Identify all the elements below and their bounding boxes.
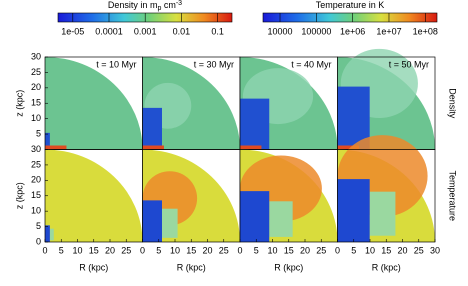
x-tick-label: 30: [430, 245, 440, 255]
x-tick-label: 25: [219, 245, 229, 255]
x-axis-label: R (kpc): [177, 262, 206, 272]
blob: [269, 201, 293, 237]
y-tick-label: 0: [36, 236, 41, 246]
y-tick-label: 5: [36, 221, 41, 231]
blob: [45, 225, 50, 242]
panel-image: [337, 48, 435, 150]
panel-image: [142, 149, 240, 242]
quarter-disc: [45, 57, 143, 150]
y-axis-label: z (kpc): [14, 182, 24, 209]
x-tick-label: 15: [284, 245, 294, 255]
y-tick-label: 30: [31, 51, 41, 61]
colorbar-tick-label: 1e+06: [340, 26, 365, 36]
x-tick-label: 15: [89, 245, 99, 255]
blob: [49, 228, 54, 241]
colorbar-title: Density in mp cm-3: [108, 0, 182, 12]
y-tick-label: 5: [36, 128, 41, 138]
x-axis-label: R (kpc): [372, 262, 401, 272]
x-axis-label: R (kpc): [79, 262, 108, 272]
colorbar-title: Temperature in K: [316, 0, 385, 10]
row-label: Density: [448, 88, 458, 119]
panel-image: [240, 57, 338, 150]
x-tick-label: 15: [186, 245, 196, 255]
colorbar-tick-label: 1e-05: [61, 26, 84, 36]
panel-image: [337, 135, 435, 242]
quarter-disc: [45, 149, 143, 242]
blob: [337, 179, 370, 242]
x-tick-label: 25: [316, 245, 326, 255]
x-tick-label: 5: [351, 245, 356, 255]
panel-image: [240, 149, 338, 242]
row-label: Temperature: [448, 170, 458, 221]
title-sub: p: [157, 5, 161, 12]
blob: [142, 107, 162, 150]
y-tick-label: 15: [31, 190, 41, 200]
x-tick-label: 20: [202, 245, 212, 255]
time-label: t = 10 Myr: [96, 59, 136, 69]
x-tick-label: 0: [237, 245, 242, 255]
panel-image: [142, 57, 240, 150]
y-tick-label: 10: [31, 113, 41, 123]
colorbar-tick-label: 0.1: [211, 26, 224, 36]
colorbar-tick-label: 10000: [268, 26, 293, 36]
panel-image: [45, 57, 143, 150]
y-tick-label: 15: [31, 98, 41, 108]
blob: [369, 191, 396, 236]
x-tick-label: 20: [397, 245, 407, 255]
y-axis-label: z (kpc): [14, 90, 24, 117]
x-axis-label: R (kpc): [274, 262, 303, 272]
title-text: cm: [161, 0, 176, 10]
y-tick-label: 20: [31, 175, 41, 185]
blob: [240, 98, 270, 150]
x-tick-label: 25: [121, 245, 131, 255]
x-tick-label: 0: [140, 245, 145, 255]
colorbar-tick-label: 0.001: [134, 26, 157, 36]
x-tick-label: 10: [170, 245, 180, 255]
disk: [45, 145, 67, 150]
disk: [240, 145, 262, 150]
x-tick-label: 5: [59, 245, 64, 255]
x-tick-label: 10: [267, 245, 277, 255]
y-tick-label: 25: [31, 67, 41, 77]
x-tick-label: 20: [105, 245, 115, 255]
disk: [337, 145, 359, 150]
x-tick-label: 10: [365, 245, 375, 255]
blob: [142, 200, 162, 242]
title-text: Temperature in K: [316, 0, 385, 10]
time-label: t = 40 Myr: [291, 59, 331, 69]
colorbar-tick-label: 0.01: [173, 26, 191, 36]
x-tick-label: 5: [254, 245, 259, 255]
x-tick-label: 5: [156, 245, 161, 255]
title-text: Density in m: [108, 0, 158, 10]
y-tick-label: 10: [31, 206, 41, 216]
colorbar: [262, 12, 438, 23]
x-tick-label: 20: [300, 245, 310, 255]
blob: [45, 132, 50, 150]
colorbar-tick-label: 1e+08: [413, 26, 438, 36]
x-tick-label: 0: [42, 245, 47, 255]
x-tick-label: 10: [72, 245, 82, 255]
y-tick-label: 30: [31, 144, 41, 154]
colorbar-tick-label: 1e+07: [376, 26, 401, 36]
blob: [162, 208, 178, 238]
time-label: t = 50 Myr: [389, 59, 429, 69]
y-tick-label: 20: [31, 82, 41, 92]
colorbar-tick-label: 0.0001: [95, 26, 123, 36]
colorbar-tick-label: 100000: [301, 26, 331, 36]
disk: [142, 145, 164, 150]
x-tick-label: 25: [414, 245, 424, 255]
panel-image: [45, 149, 143, 242]
blob: [240, 191, 270, 242]
y-tick-label: 25: [31, 159, 41, 169]
x-tick-label: 15: [381, 245, 391, 255]
title-sup: -3: [176, 0, 182, 7]
x-tick-label: 0: [335, 245, 340, 255]
time-label: t = 30 Myr: [194, 59, 234, 69]
